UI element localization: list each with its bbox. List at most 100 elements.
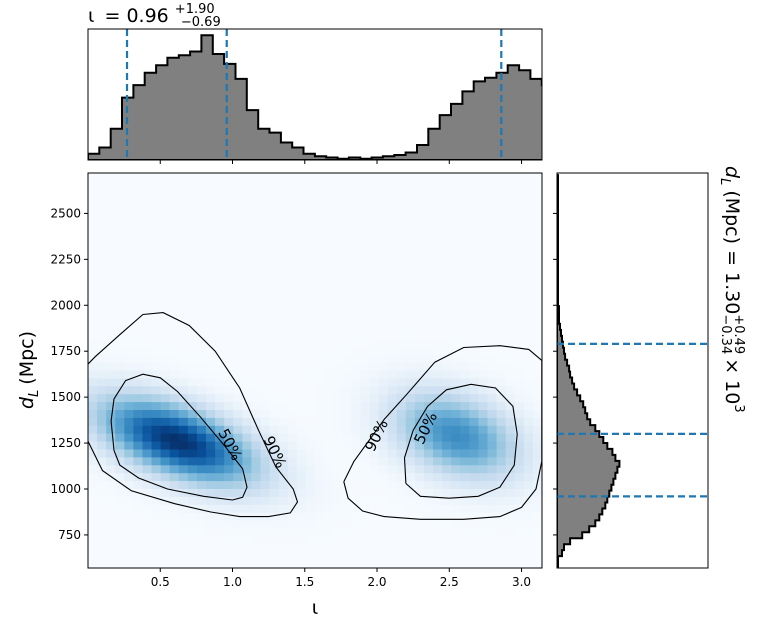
heatmap-cell <box>160 378 171 387</box>
heatmap-cell <box>187 544 198 553</box>
heatmap-cell <box>324 259 334 269</box>
heatmap-cell <box>242 465 253 474</box>
heatmap-cell <box>460 338 470 348</box>
heatmap-cell <box>514 212 525 221</box>
heatmap-cell <box>224 362 234 372</box>
heatmap-cell <box>478 386 489 395</box>
heatmap-cell <box>487 528 498 537</box>
heatmap-cell <box>496 504 507 514</box>
heatmap-cell <box>487 354 498 364</box>
heatmap-cell <box>151 536 162 545</box>
heatmap-cell <box>278 283 289 293</box>
heatmap-cell <box>514 560 525 568</box>
heatmap-cell <box>351 528 361 537</box>
heatmap-cell <box>523 378 534 387</box>
heatmap-cell <box>414 504 425 514</box>
heatmap-cell <box>106 291 116 300</box>
heatmap-cell <box>215 449 225 458</box>
heatmap-cell <box>160 236 171 245</box>
heatmap-cell <box>106 370 116 379</box>
heatmap-cell <box>514 362 525 372</box>
heatmap-cell <box>269 552 280 561</box>
heatmap-cell <box>305 267 316 277</box>
heatmap-cell <box>178 512 189 522</box>
heatmap-cell <box>106 204 116 214</box>
heatmap-cell <box>106 259 116 269</box>
heatmap-cell <box>124 236 134 245</box>
heatmap-cell <box>115 338 125 348</box>
heatmap-cell <box>224 180 234 190</box>
heatmap-cell <box>378 259 389 269</box>
heatmap-cell <box>414 536 425 545</box>
heatmap-cell <box>260 204 271 214</box>
heatmap-cell <box>124 386 134 395</box>
heatmap-cell <box>269 425 280 435</box>
heatmap-cell <box>106 228 116 237</box>
heatmap-cell <box>442 410 452 419</box>
heatmap-cell <box>287 544 298 553</box>
heatmap-cell <box>469 338 480 348</box>
heatmap-cell <box>505 496 516 506</box>
heatmap-cell <box>151 512 162 522</box>
heatmap-cell <box>514 496 525 506</box>
top-panel-frame <box>87 28 543 161</box>
contour-90pct <box>88 312 299 518</box>
heatmap-cell <box>178 220 189 229</box>
heatmap-cell <box>451 283 461 293</box>
heatmap-cell <box>287 489 298 498</box>
heatmap-cell <box>360 504 371 514</box>
heatmap-cell <box>251 433 262 443</box>
heatmap-cell <box>187 346 198 356</box>
heatmap-cell <box>315 528 325 537</box>
heatmap-cell <box>260 433 271 443</box>
heatmap-cell <box>251 323 262 332</box>
heatmap-cell <box>251 228 262 237</box>
heatmap-cell <box>442 481 452 490</box>
heatmap-cell <box>124 378 134 387</box>
heatmap-cell <box>187 425 198 435</box>
heatmap-cell <box>296 473 307 482</box>
heatmap-cell <box>351 504 361 514</box>
heatmap-cell <box>97 449 107 458</box>
heatmap-cell <box>187 481 198 490</box>
heatmap-cell <box>305 481 316 490</box>
heatmap-cell <box>405 323 416 332</box>
heatmap-cell <box>469 473 480 482</box>
heatmap-cell <box>296 512 307 522</box>
heatmap-cell <box>315 473 325 482</box>
heatmap-cell <box>378 180 389 190</box>
heatmap-cell <box>151 449 162 458</box>
heatmap-cell <box>469 188 480 198</box>
heatmap-cell <box>514 188 525 198</box>
heatmap-cell <box>169 417 180 427</box>
heatmap-cell <box>169 244 180 253</box>
heatmap-cell <box>387 291 398 300</box>
heatmap-cell <box>324 417 334 427</box>
heatmap-cell <box>315 489 325 498</box>
heatmap-cell <box>387 346 398 356</box>
heatmap-cell <box>514 410 525 419</box>
heatmap-cell <box>469 512 480 522</box>
heatmap-cell <box>496 386 507 395</box>
heatmap-cell <box>532 441 542 451</box>
heatmap-cell <box>414 433 425 443</box>
heatmap-cell <box>333 489 343 498</box>
heatmap-cell <box>115 536 125 545</box>
heatmap-cell <box>351 275 361 285</box>
heatmap-cell <box>142 196 153 206</box>
heatmap-cell <box>478 370 489 379</box>
heatmap-cell <box>178 212 189 221</box>
heatmap-cell <box>278 291 289 300</box>
heatmap-cell <box>187 386 198 395</box>
heatmap-cell <box>378 323 389 332</box>
heatmap-cell <box>523 410 534 419</box>
heatmap-cell <box>296 528 307 537</box>
heatmap-cell <box>442 315 452 324</box>
heatmap-cell <box>387 299 398 308</box>
heatmap-cell <box>532 283 542 293</box>
heatmap-cell <box>478 315 489 324</box>
y-tick-label: 1500 <box>50 390 81 404</box>
heatmap-cell <box>242 425 253 435</box>
heatmap-cell <box>423 354 434 364</box>
heatmap-cell <box>88 512 98 522</box>
